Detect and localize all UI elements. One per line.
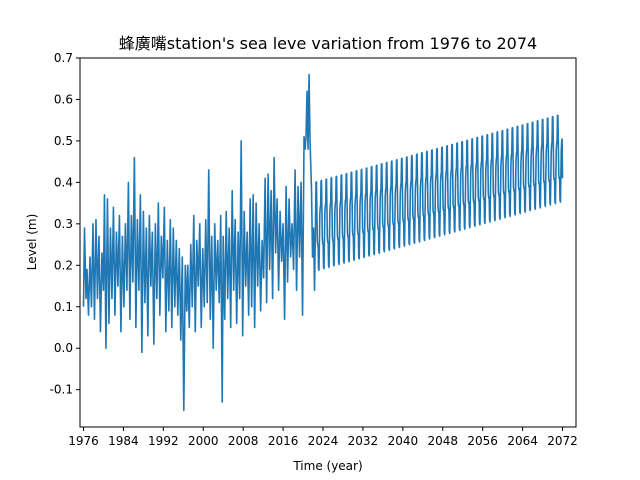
- x-tick-label: 2040: [388, 434, 419, 448]
- x-tick-label: 2032: [348, 434, 379, 448]
- y-tick-label: 0.2: [54, 258, 73, 272]
- x-axis-ticks: 1976 1984 1992 2000 2008 2016 2024 2032 2040 2048…: [68, 427, 578, 448]
- y-tick-label: 0.6: [54, 92, 73, 106]
- y-axis-title: Level (m): [25, 214, 39, 271]
- series-layer: [82, 73, 564, 412]
- x-axis-title: Time (year): [292, 459, 362, 473]
- plot-area: [79, 57, 577, 428]
- sea-level-series-line: [82, 73, 564, 412]
- x-tick-label: 2048: [427, 434, 458, 448]
- x-tick-label: 1984: [108, 434, 139, 448]
- y-tick-label: 0.0: [54, 341, 73, 355]
- plot-frame: [79, 57, 577, 428]
- x-tick-label: 1992: [148, 434, 179, 448]
- y-tick-label: 0.1: [54, 300, 73, 314]
- y-axis-ticks: -0.1 0.0 0.1 0.2 0.3 0.4 0.5 0.6 0.7: [50, 51, 80, 397]
- y-tick-label: 0.7: [54, 51, 73, 65]
- x-tick-label: 2056: [467, 434, 498, 448]
- x-tick-label: 2064: [507, 434, 538, 448]
- y-tick-label: 0.3: [54, 217, 73, 231]
- x-tick-label: 2000: [188, 434, 219, 448]
- x-tick-label: 2024: [308, 434, 339, 448]
- y-tick-label: 0.4: [54, 175, 73, 189]
- y-tick-label: -0.1: [50, 383, 73, 397]
- x-tick-label: 1976: [68, 434, 99, 448]
- chart-title: 蜂廣嘴station's sea leve variation from 197…: [119, 34, 537, 53]
- x-tick-label: 2072: [547, 434, 578, 448]
- x-tick-label: 2008: [228, 434, 259, 448]
- y-tick-label: 0.5: [54, 134, 73, 148]
- x-tick-label: 2016: [268, 434, 299, 448]
